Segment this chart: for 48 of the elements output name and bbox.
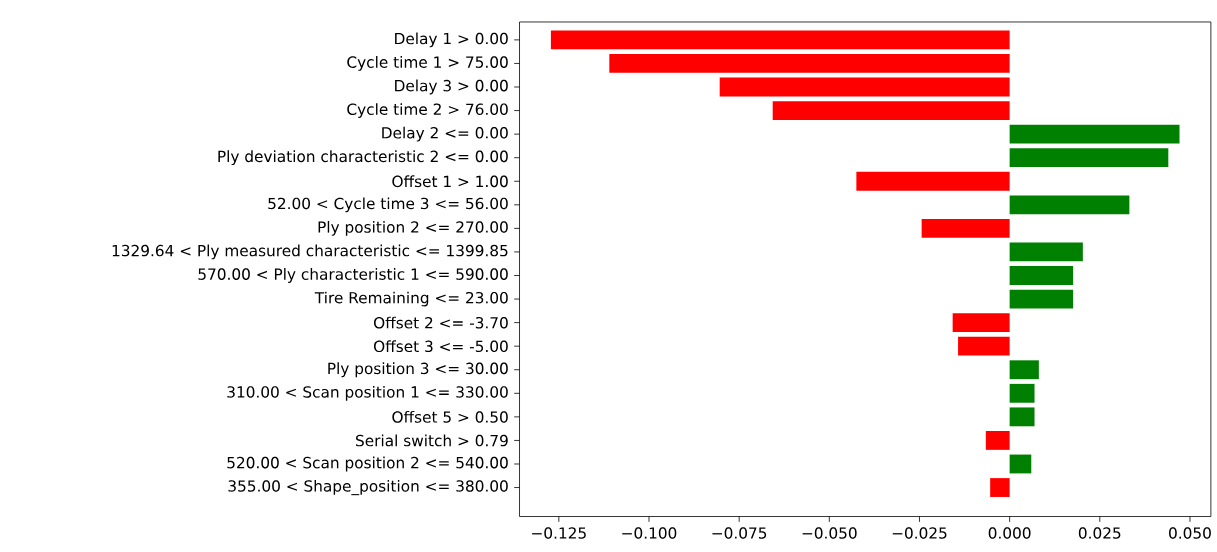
bar	[1009, 265, 1074, 285]
y-tick-label: Delay 3 > 0.00	[395, 79, 508, 95]
bar	[1009, 289, 1074, 309]
bar	[1009, 383, 1035, 403]
y-tick-label: Cycle time 1 > 75.00	[347, 55, 508, 71]
x-tick-label: −0.025	[892, 527, 947, 539]
bar	[958, 336, 1010, 356]
bar	[1009, 148, 1169, 167]
x-tick-label: −0.075	[712, 527, 767, 539]
y-tick-label: Serial switch > 0.79	[356, 434, 508, 447]
y-tick-label: 520.00 < Scan position 2 <= 540.00	[227, 456, 508, 472]
x-tick-label: −0.050	[802, 527, 857, 539]
y-tick-label: Tire Remaining <= 23.00	[314, 291, 508, 307]
bar	[1009, 195, 1130, 214]
bar	[1009, 242, 1083, 262]
y-tick-label: Ply deviation characteristic 2 <= 0.00	[218, 150, 508, 165]
bar	[1009, 124, 1180, 144]
y-tick-label: Offset 3 <= -5.00	[373, 340, 508, 352]
y-tick-label: 52.00 < Cycle time 3 <= 56.00	[268, 197, 508, 212]
x-tick-label: −0.125	[532, 527, 586, 539]
x-tick-label: 0.050	[1169, 527, 1211, 539]
bar	[921, 218, 1010, 238]
y-tick-label: Ply position 2 <= 270.00	[318, 220, 508, 236]
y-tick-label: Offset 5 > 0.50	[392, 410, 508, 423]
y-tick-label: Delay 2 <= 0.00	[382, 126, 508, 142]
x-tick-label: −0.100	[622, 527, 677, 539]
bar	[1009, 360, 1039, 379]
y-tick-label: Offset 2 <= -3.70	[373, 316, 508, 329]
x-tick-label: 0.025	[1078, 527, 1121, 539]
bar	[550, 30, 1010, 50]
y-tick-label: Delay 1 > 0.00	[395, 32, 508, 48]
y-tick-label: 1329.64 < Ply measured characteristic <= 1399.85	[112, 244, 508, 260]
bar	[952, 312, 1010, 332]
bar	[609, 53, 1010, 73]
y-tick-label: Ply position 3 <= 30.00	[328, 362, 508, 377]
bar	[1009, 454, 1032, 474]
y-tick-label: Cycle time 2 > 76.00	[347, 102, 508, 118]
bar	[1009, 407, 1035, 427]
bar	[990, 477, 1010, 497]
bar	[719, 77, 1010, 97]
x-tick-label: 0.000	[988, 527, 1031, 539]
bar	[856, 171, 1010, 191]
bar	[985, 430, 1010, 450]
y-tick-label: 570.00 < Ply characteristic 1 <= 590.00	[198, 267, 508, 283]
bar	[772, 100, 1010, 120]
y-tick-label: Offset 1 > 1.00	[392, 175, 508, 187]
y-tick-label: 310.00 < Scan position 1 <= 330.00	[227, 385, 508, 401]
y-tick-label: 355.00 < Shape_position <= 380.00	[228, 479, 508, 495]
